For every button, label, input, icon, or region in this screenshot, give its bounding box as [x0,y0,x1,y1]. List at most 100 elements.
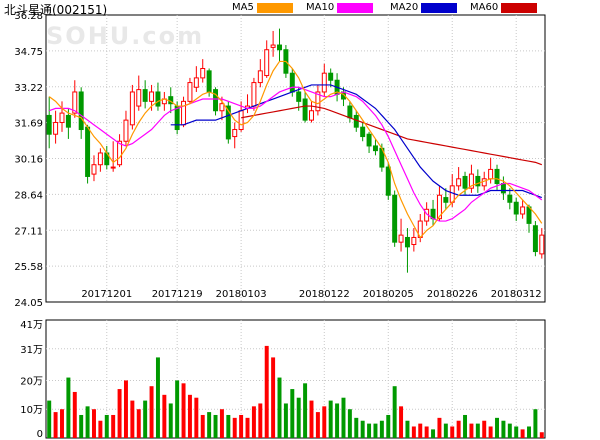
volume-bar [155,357,160,438]
ma5-line [48,60,543,239]
candle-body [513,201,519,215]
legend-label-ma20: MA20 [390,2,419,13]
volume-bar [469,423,474,438]
candle-body [110,166,116,169]
candle-body [289,72,295,93]
volume-bar [309,400,314,438]
candle-body [181,100,187,126]
candle-body [296,91,302,102]
legend-item-ma5: MA5 [232,2,293,13]
candle-body [539,234,545,255]
candle-body [59,112,65,123]
candle-body [149,91,155,102]
volume-bar [431,429,436,438]
volume-bar [60,409,64,438]
ma20-line [170,84,543,199]
volume-bar [104,414,109,438]
candle-body [526,206,532,224]
candle-body [398,234,404,243]
volume-bar [507,423,512,438]
volume-bar [386,414,391,438]
legend-item-ma10: MA10 [306,2,374,13]
chart-title: 北斗星通(002151) [4,3,108,17]
date-tick-label: 20180226 [427,289,478,300]
volume-bar [533,409,538,438]
volume-bar [347,409,352,438]
volume-bar [335,403,340,438]
candle-body [328,72,334,81]
volume-bar [411,426,416,438]
volume-bar [194,397,199,438]
candle-body [520,206,526,215]
date-tick-label: 20180122 [299,289,350,300]
candle-body [200,68,206,79]
volume-bar [117,389,122,438]
candle-body [46,114,52,135]
volume-tick-label: 31万 [20,345,43,356]
volume-tick-label: 41万 [20,320,43,331]
volume-bar [232,417,237,438]
volume-bar [175,380,180,438]
legend-swatch-ma60 [501,2,538,13]
volume-bar [514,426,519,438]
volume-bar [315,412,320,438]
volume-bar [520,429,525,438]
price-tick-label: 31.69 [14,119,43,130]
volume-bar [251,406,256,438]
candle-body [53,121,59,135]
candle-body [123,119,129,142]
candle-body [532,225,538,253]
candle-body [443,197,449,203]
volume-bar [207,412,212,438]
volume-tick-label: 0 [37,429,43,440]
candle-body [404,236,410,248]
candle-body [507,194,513,203]
candle-body [366,133,372,147]
volume-bar [303,383,308,438]
candle-body [481,178,487,187]
price-tick-label: 36.28 [14,11,43,22]
legend-label-ma60: MA60 [470,2,499,13]
candle-body [251,82,257,107]
volume-bar [213,414,218,438]
candle-body [257,70,263,84]
legend-label-ma10: MA10 [306,2,335,13]
candle-body [309,110,314,121]
candle-body [353,114,359,128]
candle-body [91,164,97,175]
volume-bar [91,409,96,438]
volume-bar [527,426,531,438]
volume-bar [181,383,186,438]
volume-bar [456,420,461,438]
candle-body [85,126,91,177]
candle-body [142,89,148,102]
price-tick-label: 25.58 [14,262,43,273]
volume-bar [328,400,333,438]
volume-bar [187,394,192,438]
candle-body [232,129,238,138]
volume-bar [392,386,397,438]
volume-bar [360,420,365,438]
volume-bar [475,423,480,438]
date-tick-label: 20180103 [216,289,267,300]
candle-body [238,110,244,131]
candle-body [385,166,391,196]
candle-body [436,194,442,220]
candle-body [411,236,417,246]
volume-bar [143,400,148,438]
volume-bar [168,403,173,438]
price-tick-label: 34.75 [14,47,43,58]
price-tick-label: 24.05 [14,298,43,309]
volume-bar [219,409,224,438]
volume-bar [258,403,263,438]
candle-body [277,44,282,51]
candle-body [213,89,219,112]
legend-label-ma5: MA5 [232,2,254,13]
candle-body [65,114,71,128]
candle-body [315,91,321,112]
volume-bar [424,426,429,438]
volume-bar [283,403,288,438]
candle-body [392,194,398,243]
legend-item-ma20: MA20 [390,2,458,13]
